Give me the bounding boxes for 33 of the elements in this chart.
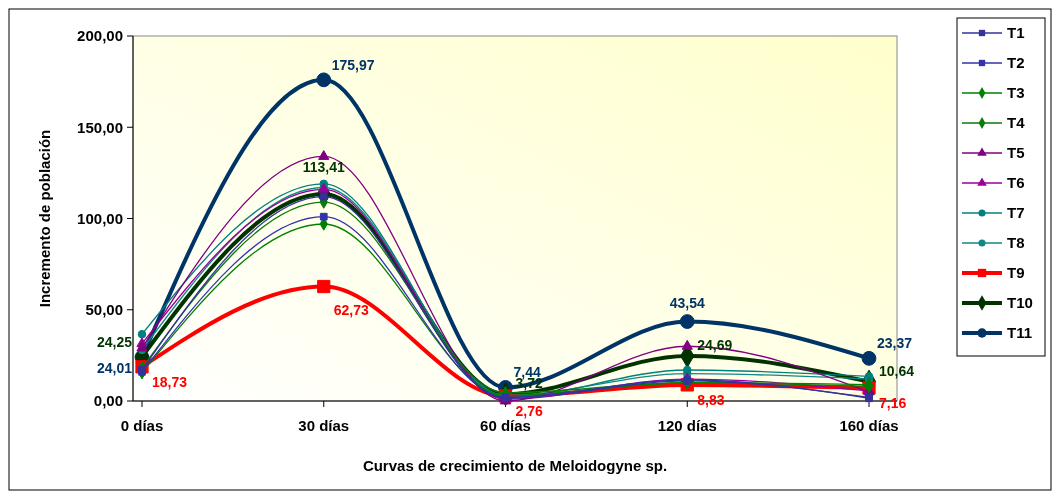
x-tick-label: 160 días [839, 417, 899, 434]
y-axis-title: Incremento de población [36, 129, 53, 308]
data-label: 24,25 [96, 333, 133, 350]
y-tick-label: 0,00 [93, 392, 123, 410]
data-label: 175,97 [331, 56, 375, 73]
legend-label: T7 [1007, 204, 1025, 222]
legend-label: T3 [1007, 84, 1025, 102]
x-tick-label: 0 días [120, 417, 164, 434]
x-tick-label: 30 días [298, 417, 350, 434]
data-label: 18,73 [152, 373, 188, 390]
legend-label: T5 [1007, 144, 1025, 162]
data-label: 23,37 [877, 335, 913, 352]
data-label: 113,41 [302, 159, 345, 176]
y-tick-label: 200,00 [77, 27, 123, 45]
legend-label: T6 [1007, 174, 1025, 192]
y-tick-label: 150,00 [77, 118, 123, 136]
legend-label: T11 [1007, 324, 1033, 342]
x-tick-label: 120 días [657, 417, 717, 434]
legend-label: T1 [1007, 24, 1025, 42]
x-axis-title: Curvas de crecimiento de Meloidogyne sp. [362, 457, 668, 474]
legend-label: T8 [1007, 234, 1025, 252]
y-tick-label: 50,00 [85, 301, 123, 318]
data-label: 43,54 [669, 294, 705, 311]
legend-label: T4 [1007, 114, 1026, 132]
x-tick-label: 60 días [480, 417, 531, 434]
data-label: 2,76 [515, 402, 543, 419]
y-tick-label: 100,00 [77, 209, 123, 227]
legend-label: T9 [1007, 264, 1025, 282]
data-label: 24,01 [96, 360, 133, 377]
data-label: 10,64 [879, 362, 915, 379]
legend-label: T2 [1007, 54, 1025, 72]
data-label: 62,73 [333, 301, 369, 318]
legend-label: T10 [1007, 294, 1033, 312]
